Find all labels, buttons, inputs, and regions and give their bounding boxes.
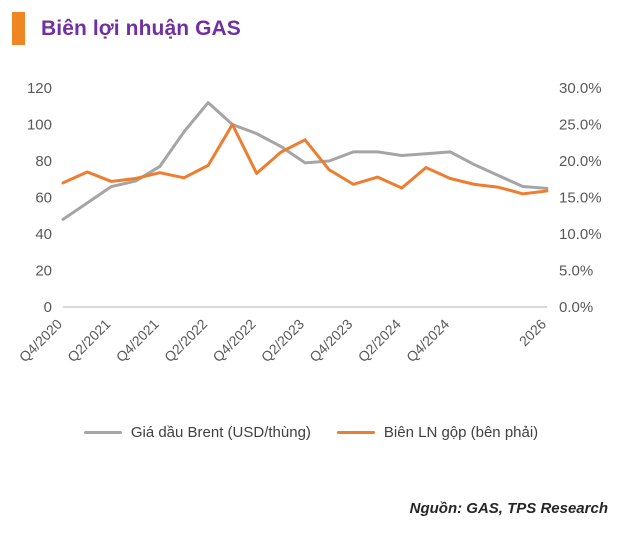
right-axis-tick-label: 20.0% (559, 153, 602, 170)
series-line-gross-margin (61, 123, 549, 196)
page-title: Biên lợi nhuận GAS (41, 16, 241, 40)
series-lines (61, 101, 549, 221)
left-axis-tick-label: 100 (27, 117, 52, 134)
x-axis-tick-label: Q4/2023 (306, 316, 355, 365)
plot-area: 0 20 40 60 80 100 120 0.0% 5.0% 10.0% 15.0% 20.0% 2… (0, 60, 622, 410)
x-axis-tick-label: Q2/2021 (64, 316, 113, 365)
right-axis-ticks: 0.0% 5.0% 10.0% 15.0% 20.0% 25.0% 30.0% (559, 80, 602, 316)
title-accent-bar (12, 12, 25, 45)
left-axis-ticks: 0 20 40 60 80 100 120 (27, 80, 52, 316)
right-axis-tick-label: 30.0% (559, 80, 602, 97)
x-axis-tick-label: Q2/2022 (161, 316, 210, 365)
left-axis-tick-label: 80 (35, 153, 52, 170)
right-axis-tick-label: 25.0% (559, 117, 602, 134)
legend-color-swatch-gross-margin (336, 431, 375, 434)
x-axis-tick-label: Q4/2021 (113, 316, 162, 365)
chart-legend: Giá dầu Brent (USD/thùng) Biên LN gộp (b… (0, 424, 622, 441)
x-axis-tick-label: Q2/2024 (355, 316, 404, 365)
left-axis-tick-label: 40 (35, 226, 52, 243)
right-axis-tick-label: 0.0% (559, 299, 593, 316)
legend-item-gross-margin[interactable]: Biên LN gộp (bên phải) (336, 424, 539, 441)
legend-color-swatch-brent (83, 431, 122, 434)
x-axis-tick-label: 2026 (516, 316, 549, 349)
left-axis-tick-label: 20 (35, 263, 52, 280)
right-axis-tick-label: 10.0% (559, 226, 602, 243)
legend-item-brent[interactable]: Giá dầu Brent (USD/thùng) (83, 424, 311, 441)
left-axis-tick-label: 60 (35, 190, 52, 207)
x-axis-tick-label: Q4/2022 (209, 316, 258, 365)
chart-title-row: Biên lợi nhuận GAS (12, 12, 241, 45)
legend-label-brent: Giá dầu Brent (USD/thùng) (130, 424, 311, 441)
line-chart-svg: 0 20 40 60 80 100 120 0.0% 5.0% 10.0% 15.0% 20.0% 2… (16, 80, 602, 365)
legend-label-gross-margin: Biên LN gộp (bên phải) (383, 424, 539, 441)
right-axis-tick-label: 5.0% (559, 263, 593, 280)
series-line-brent (61, 101, 549, 221)
source-note: Nguồn: GAS, TPS Research (409, 500, 608, 517)
x-axis-tick-label: Q4/2020 (16, 316, 65, 365)
x-axis-tick-label: Q2/2023 (258, 316, 307, 365)
left-axis-tick-label: 0 (44, 299, 52, 316)
left-axis-tick-label: 120 (27, 80, 52, 97)
x-axis-ticks: Q4/2020 Q2/2021 Q4/2021 Q2/2022 Q4/2022 Q2/20… (16, 316, 549, 365)
right-axis-tick-label: 15.0% (559, 190, 602, 207)
x-axis-tick-label: Q4/2024 (403, 316, 452, 365)
